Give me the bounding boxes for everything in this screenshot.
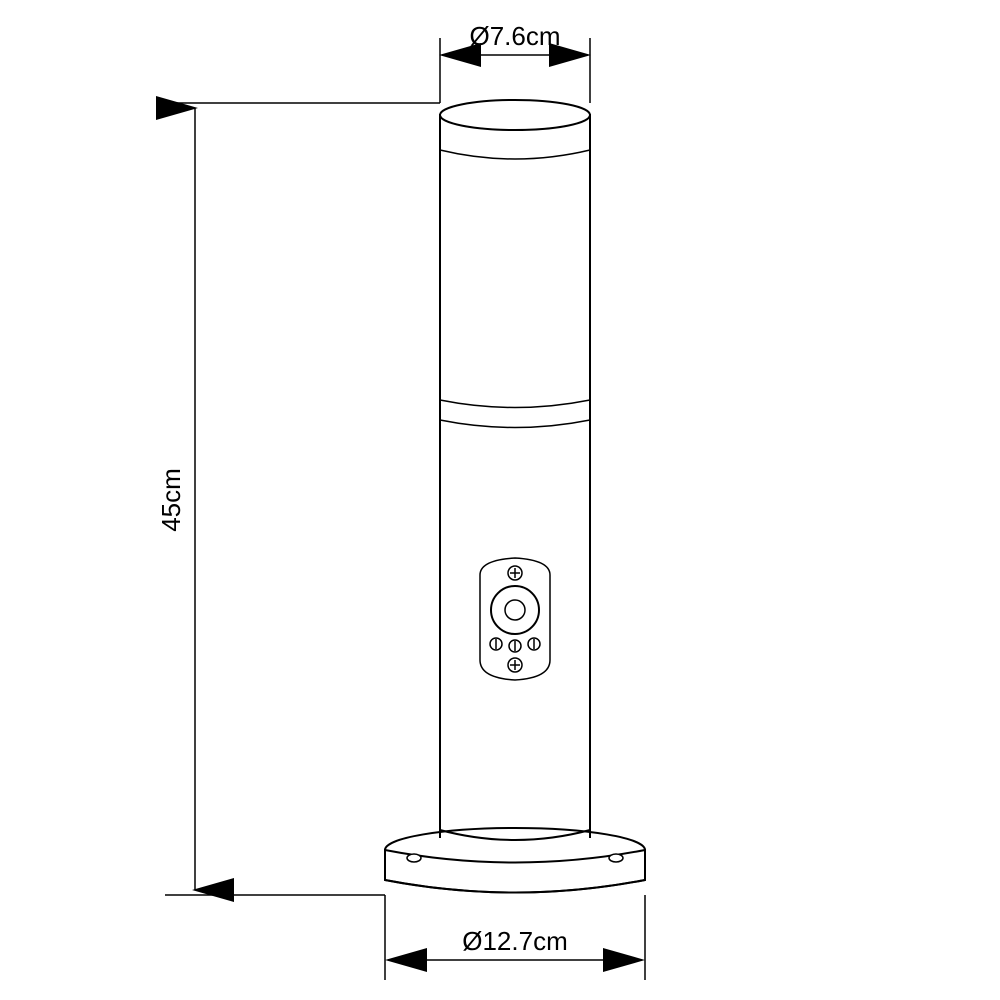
label-top-diameter: Ø7.6cm	[469, 21, 560, 51]
motion-sensor	[480, 558, 550, 680]
dim-height: 45cm	[156, 103, 440, 895]
dimension-drawing: Ø7.6cm 45cm Ø12.7cm	[0, 0, 1000, 1000]
cylinder-body	[440, 115, 590, 850]
base-hole-right	[609, 854, 623, 862]
cylinder-top-rim	[440, 100, 590, 130]
label-height: 45cm	[156, 468, 186, 532]
dim-base-diameter: Ø12.7cm	[385, 895, 645, 980]
label-base-diameter: Ø12.7cm	[462, 926, 568, 956]
base-hole-left	[407, 854, 421, 862]
dim-top-diameter: Ø7.6cm	[440, 21, 590, 103]
